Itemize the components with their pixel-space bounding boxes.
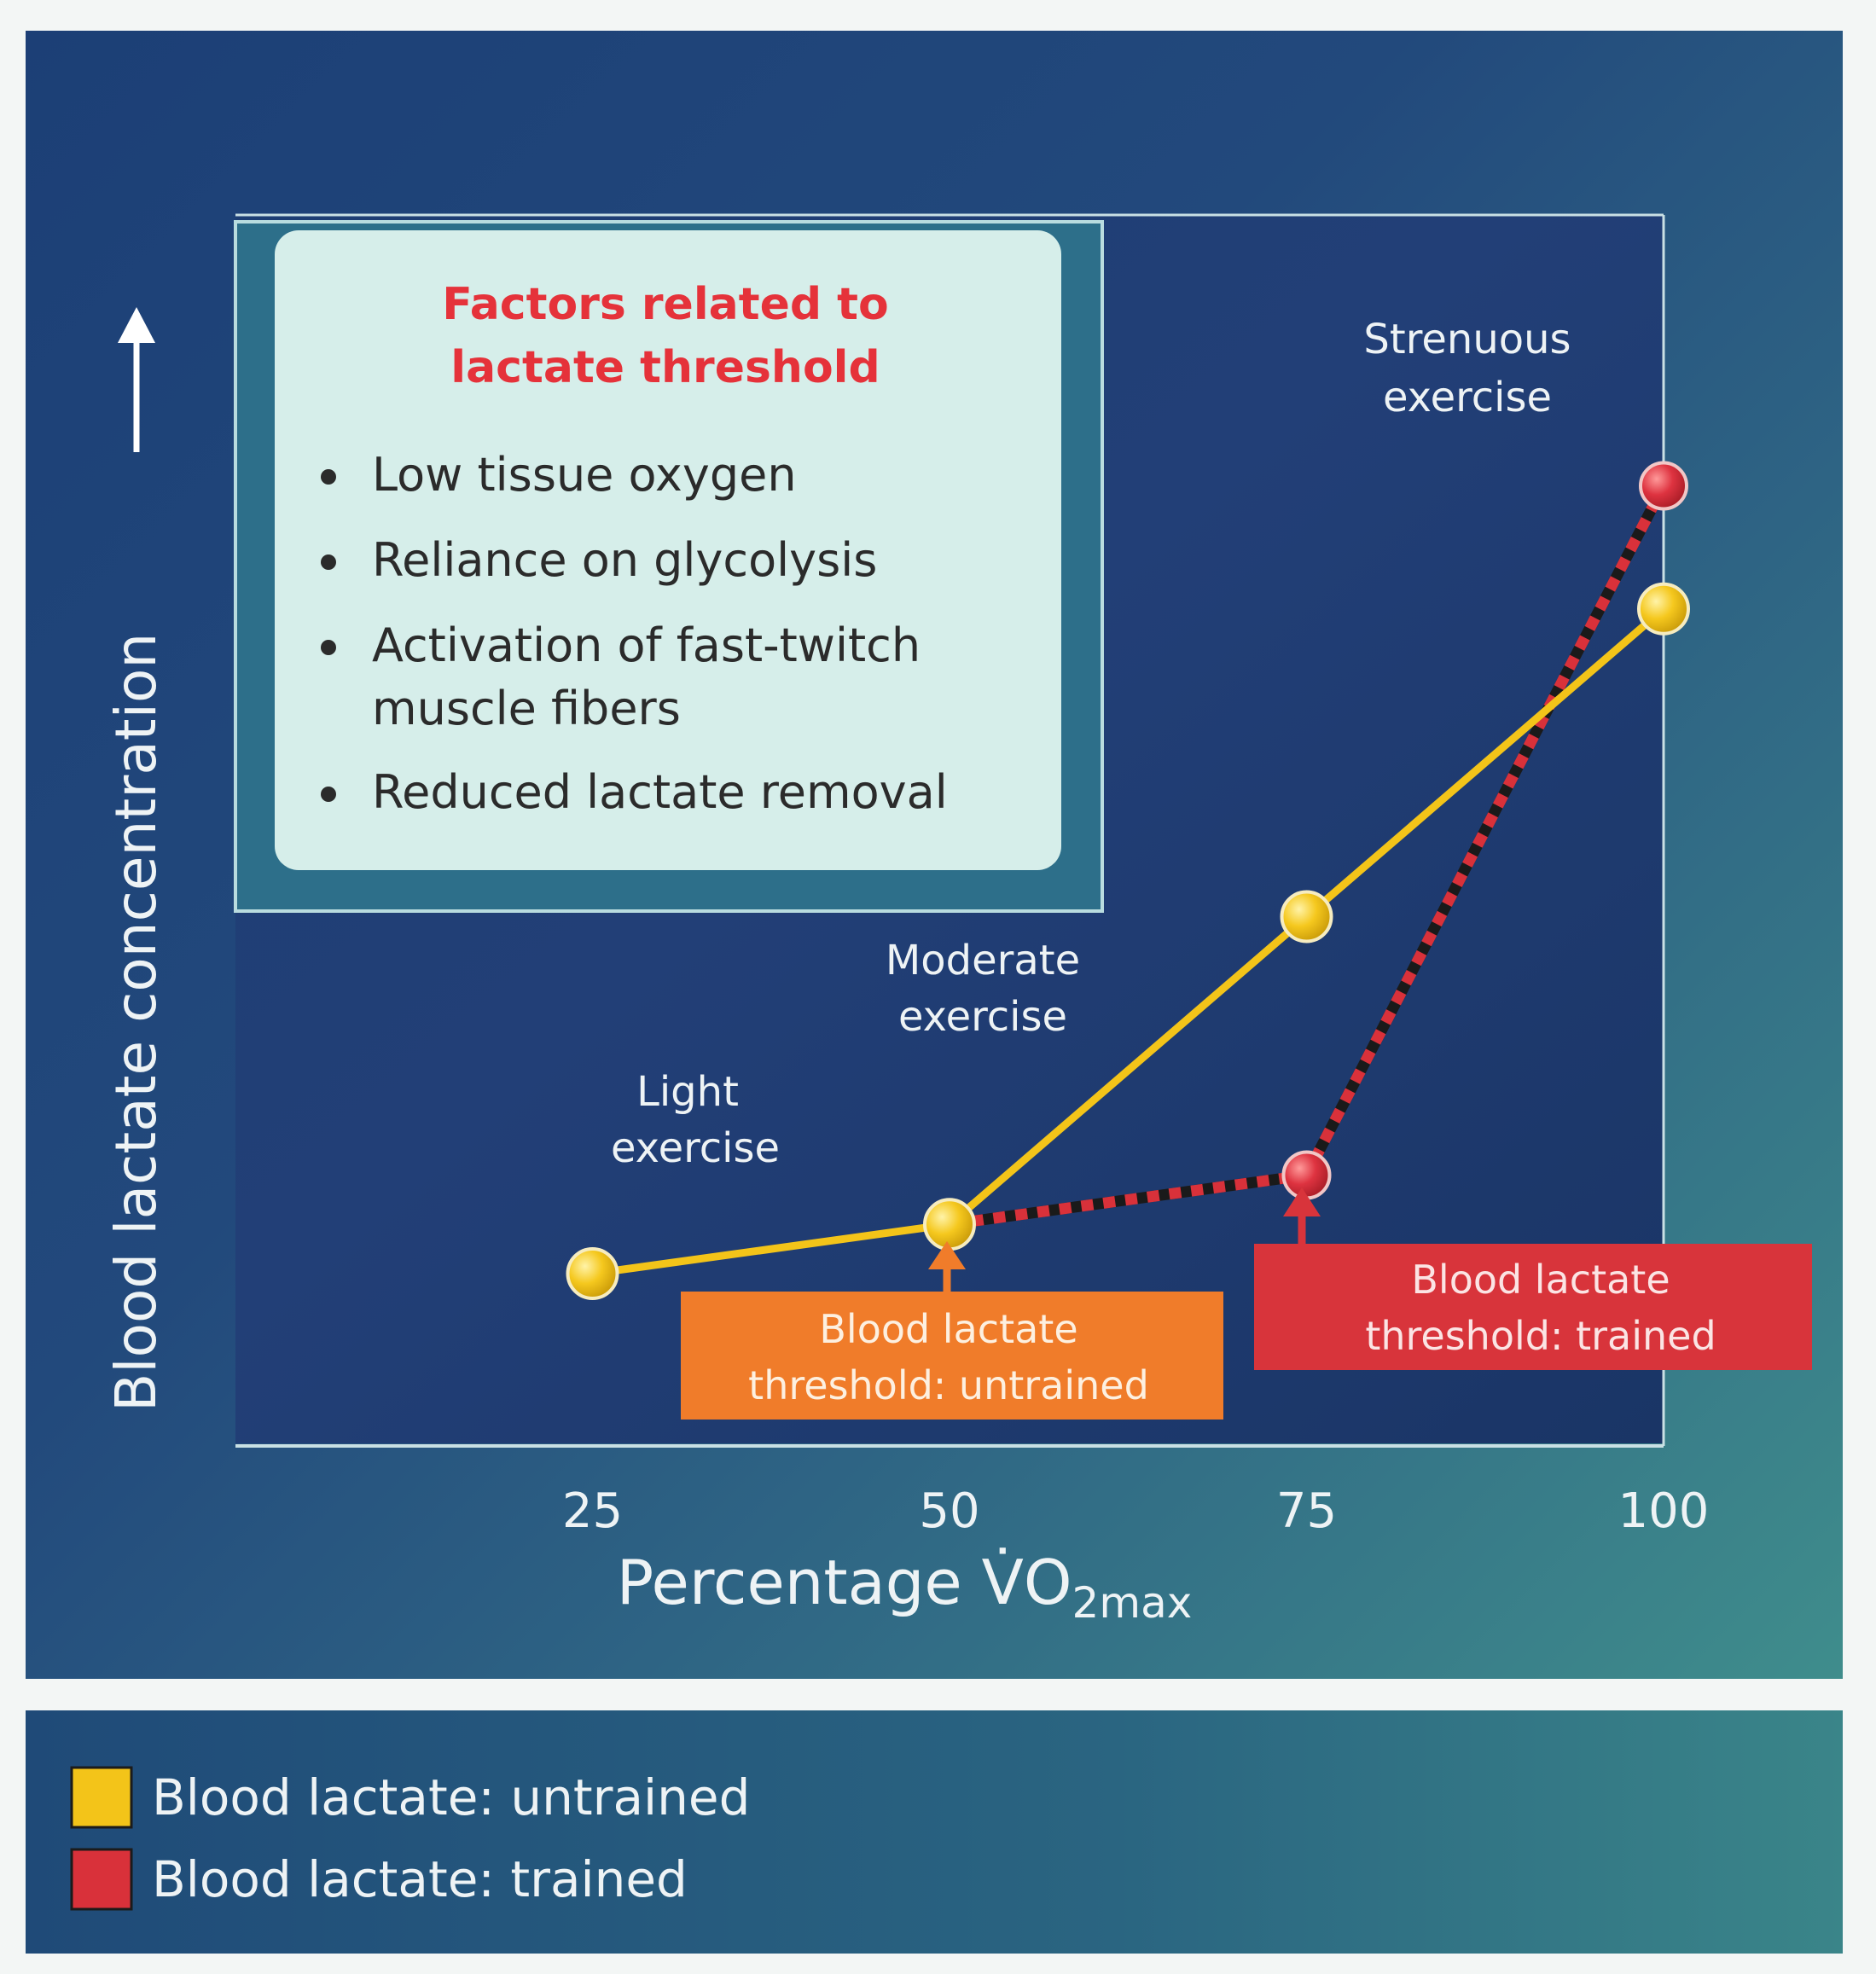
series-untrained-line bbox=[591, 606, 1666, 1278]
legend: Blood lactate: untrained Blood lactate: t… bbox=[70, 1766, 750, 1911]
factor-bullet-1 bbox=[321, 554, 336, 570]
factor-item-0-line-0: Low tissue oxygen bbox=[372, 448, 797, 502]
untrained-point-25 bbox=[566, 1246, 619, 1300]
legend-swatch-0 bbox=[70, 1766, 133, 1829]
threshold-untrained-line-1: Blood lactate bbox=[819, 1306, 1077, 1352]
factors-box bbox=[275, 230, 1061, 870]
x-tick-label-100: 100 bbox=[1618, 1483, 1710, 1539]
factors-heading-line-1: Factors related to bbox=[442, 279, 889, 330]
factors-list: Low tissue oxygen Reliance on glycolysis A… bbox=[321, 448, 948, 819]
factor-item-1-line-0: Reliance on glycolysis bbox=[372, 533, 877, 587]
x-tick-label-25: 25 bbox=[562, 1483, 623, 1539]
y-axis-arrow bbox=[118, 307, 155, 452]
annotation-strenuous-1: Strenuous bbox=[1363, 316, 1571, 363]
x-axis-label: Percentage V̇O2max bbox=[617, 1547, 1193, 1628]
legend-label-1: Blood lactate: trained bbox=[152, 1850, 688, 1908]
factor-item-3-line-0: Reduced lactate removal bbox=[372, 765, 948, 819]
factor-bullet-0 bbox=[321, 469, 336, 485]
annotation-moderate-2: exercise bbox=[898, 993, 1067, 1041]
factor-bullet-2 bbox=[321, 640, 336, 655]
factors-heading-line-2: lactate threshold bbox=[450, 342, 880, 393]
x-tick-labels: 25 50 75 100 bbox=[562, 1483, 1710, 1539]
threshold-trained-line-1: Blood lactate bbox=[1411, 1257, 1670, 1303]
x-tick-label-75: 75 bbox=[1276, 1483, 1337, 1539]
trained-point-75 bbox=[1281, 1150, 1332, 1200]
threshold-trained-callout: Blood lactate threshold: trained bbox=[1254, 1187, 1812, 1370]
untrained-point-75 bbox=[1280, 890, 1333, 943]
untrained-point-100 bbox=[1637, 582, 1690, 636]
annotation-strenuous-2: exercise bbox=[1383, 374, 1552, 421]
trained-point-100 bbox=[1639, 461, 1688, 511]
y-axis-label: Blood lactate concentration bbox=[103, 633, 169, 1412]
series-layer bbox=[566, 461, 1690, 1300]
threshold-trained-line-2: threshold: trained bbox=[1365, 1313, 1716, 1359]
annotation-moderate-1: Moderate bbox=[886, 937, 1080, 984]
x-tick-label-50: 50 bbox=[919, 1483, 979, 1539]
factor-bullet-3 bbox=[321, 787, 336, 802]
untrained-point-50 bbox=[923, 1198, 976, 1251]
legend-label-0: Blood lactate: untrained bbox=[152, 1768, 750, 1826]
threshold-untrained-line-2: threshold: untrained bbox=[748, 1362, 1149, 1408]
annotation-light-1: Light bbox=[636, 1068, 739, 1116]
factor-item-2-line-1: muscle fibers bbox=[372, 682, 681, 735]
threshold-untrained-callout: Blood lactate threshold: untrained bbox=[681, 1241, 1223, 1420]
legend-swatch-1 bbox=[70, 1848, 133, 1911]
annotation-light-2: exercise bbox=[611, 1124, 780, 1172]
factor-item-2-line-0: Activation of fast-twitch bbox=[372, 618, 921, 672]
legend-panel bbox=[26, 1710, 1843, 1954]
